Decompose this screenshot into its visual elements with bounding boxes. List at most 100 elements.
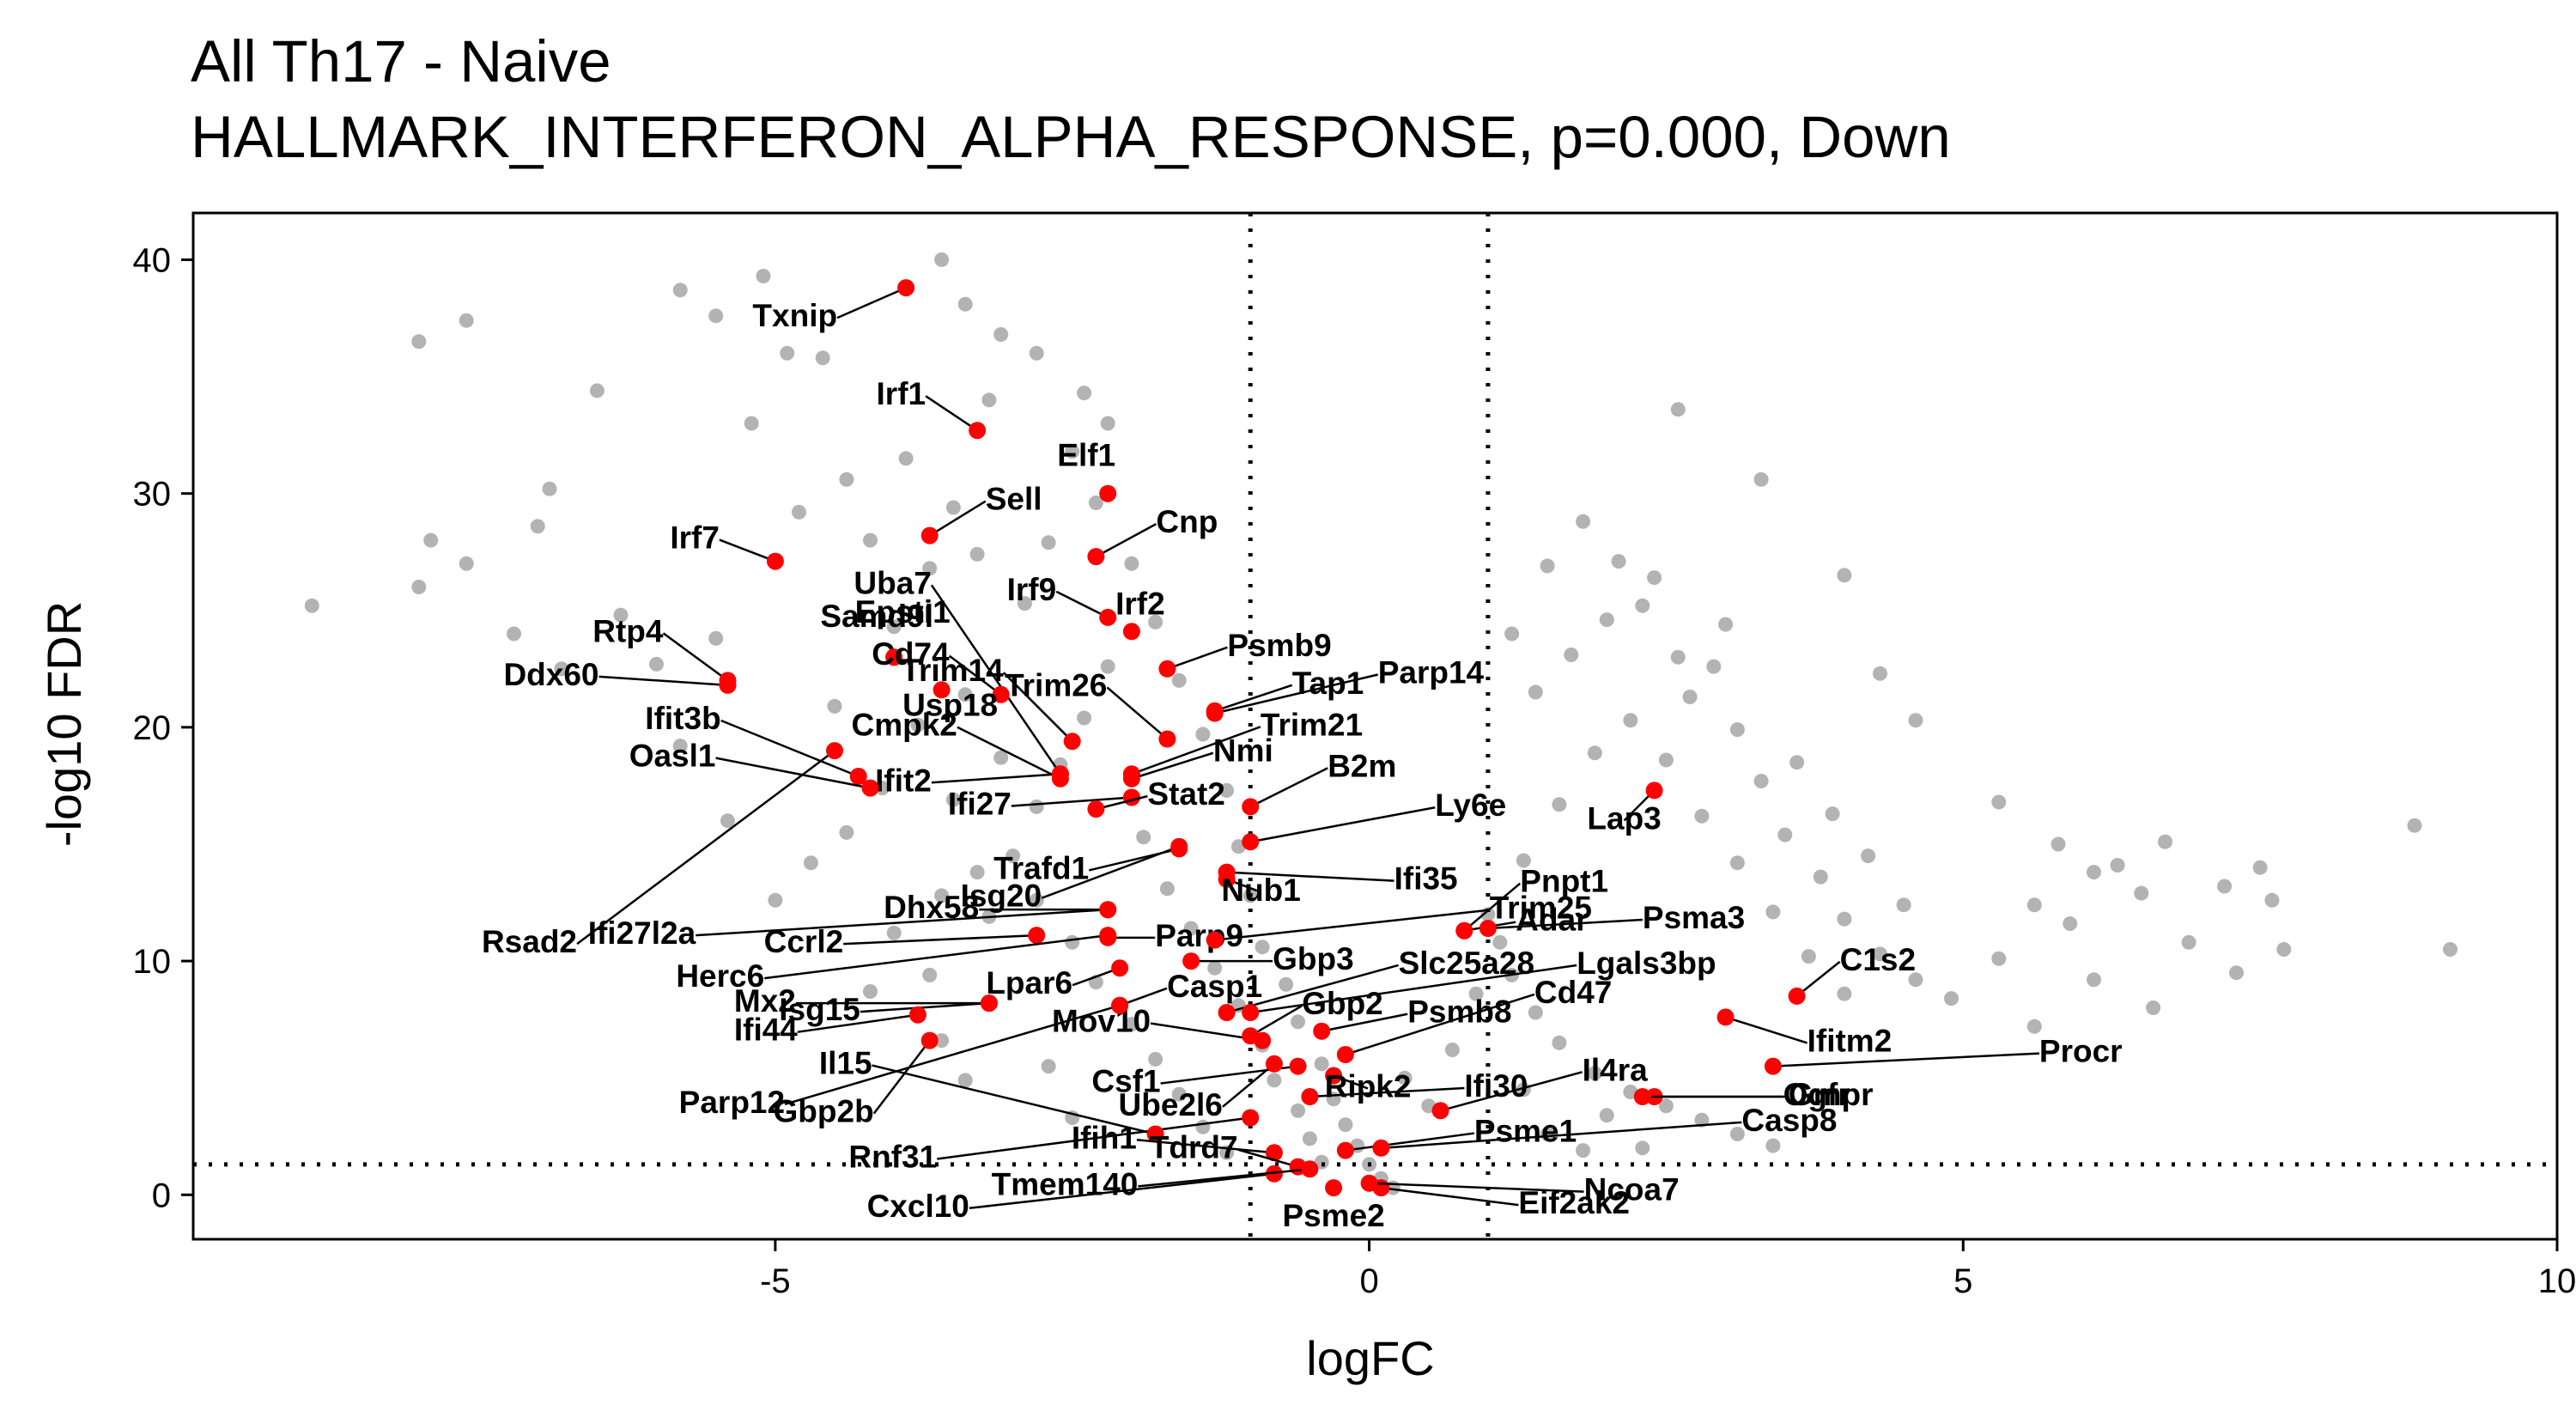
gene-label-herc6: Herc6	[676, 958, 764, 994]
background-point	[1444, 1043, 1460, 1057]
gene-label-irf2: Irf2	[1115, 586, 1165, 621]
gene-label-trim14: Trim14	[901, 653, 1004, 688]
gene-label-casp1: Casp1	[1167, 969, 1262, 1004]
background-point	[672, 739, 688, 754]
background-point	[1029, 345, 1044, 361]
gene-label-pnpt1: Pnpt1	[1520, 864, 1608, 899]
highlight-point-ifit2	[1051, 765, 1069, 783]
highlight-point-ripk2	[1325, 1067, 1343, 1085]
background-point	[1302, 1131, 1317, 1146]
background-point	[1706, 659, 1722, 674]
gene-label-slc25a28: Slc25a28	[1399, 946, 1534, 981]
background-point	[1338, 1117, 1353, 1133]
connector-gbp2b	[872, 1039, 931, 1115]
background-point	[2229, 965, 2244, 981]
gene-label-irf1: Irf1	[877, 376, 927, 411]
highlight-point-ifi44	[908, 1006, 927, 1024]
background-point	[969, 546, 985, 562]
background-point	[589, 383, 605, 398]
background-point	[1729, 855, 1745, 871]
background-point	[1077, 386, 1092, 401]
background-point	[803, 855, 818, 871]
gene-label-ifih1: Ifih1	[1072, 1120, 1137, 1155]
background-point	[1635, 598, 1650, 613]
connector-ifitm2	[1725, 1016, 1807, 1044]
gene-label-lgals3bp: Lgals3bp	[1577, 946, 1716, 981]
gene-label-uba7: Uba7	[854, 565, 931, 600]
gene-label-cmpk2: Cmpk2	[852, 708, 957, 743]
highlight-point-stat2	[1087, 800, 1105, 818]
y-tick-label: 20	[133, 709, 172, 747]
connector-ifih1	[1136, 1139, 1275, 1154]
background-point	[780, 345, 795, 361]
background-point	[934, 252, 950, 267]
gene-label-ifitm2: Ifitm2	[1807, 1023, 1893, 1058]
connector-trim25	[1214, 909, 1490, 941]
highlight-point-psme1	[1336, 1141, 1354, 1159]
background-point	[1777, 827, 1793, 842]
background-point	[1908, 972, 1923, 988]
connector-ube2l6	[1222, 1062, 1275, 1108]
highlight-point-nmi	[1122, 769, 1140, 788]
highlight-point-rsad2	[826, 742, 843, 760]
highlight-point-ccrl2	[1028, 927, 1046, 945]
background-point	[1279, 976, 1294, 992]
background-point	[708, 308, 724, 324]
connector-parp12	[784, 1004, 1121, 1105]
plot-area: Txnip Irf1 Elf1 Sell Cnp Irf7 Samd9l Irf9 Irf2 Ub…	[133, 211, 2576, 1300]
gene-label-cd74: Cd74	[872, 636, 950, 672]
background-point	[957, 687, 973, 702]
background-point	[304, 598, 319, 613]
gene-label-gbp2b: Gbp2b	[774, 1094, 874, 1129]
connector-cxcl10	[969, 1172, 1275, 1210]
connector-txnip	[836, 286, 907, 319]
background-point	[1159, 881, 1175, 897]
highlight-point-psme2	[1325, 1179, 1343, 1197]
background-point	[613, 607, 629, 623]
gene-label-il15: Il15	[819, 1046, 872, 1081]
highlight-point-casp8	[1372, 1139, 1390, 1157]
background-point	[1873, 666, 1887, 681]
gene-label-tdrd7: Tdrd7	[1150, 1130, 1238, 1165]
highlight-point-trim26	[1158, 730, 1176, 748]
background-point	[2252, 860, 2268, 875]
background-point	[1492, 934, 1508, 950]
chart-subtitle: HALLMARK_INTERFERON_ALPHA_RESPONSE, p=0.…	[191, 104, 1951, 170]
background-point	[1944, 991, 1959, 1006]
background-point	[1873, 946, 1887, 962]
highlight-point-lgals3bp	[1242, 1004, 1260, 1021]
background-point	[2276, 942, 2292, 957]
background-point	[1207, 960, 1223, 976]
background-point	[720, 813, 735, 829]
background-point	[1136, 830, 1151, 845]
background-point	[898, 451, 914, 466]
background-point	[1658, 1098, 1674, 1114]
highlight-point-gbp2b	[920, 1031, 939, 1049]
background-point	[1552, 797, 1567, 812]
connector-ly6e	[1250, 806, 1436, 843]
highlight-point-lap3	[1645, 781, 1663, 800]
background-point	[1765, 904, 1781, 920]
background-point	[2063, 916, 2078, 931]
connector-il15	[872, 1064, 1156, 1135]
connector-pnpt1	[1463, 882, 1522, 932]
gene-label-isg20: Isg20	[961, 879, 1042, 914]
background-point	[1029, 799, 1044, 814]
highlight-point-gbp2	[1242, 1027, 1260, 1045]
gene-label-sell: Sell	[986, 482, 1042, 517]
highlight-point-adar	[1455, 921, 1473, 940]
background-point	[1468, 986, 1484, 1001]
connector-parp14	[1214, 673, 1379, 715]
background-point	[2158, 834, 2172, 849]
highlight-point-ly6e	[1242, 833, 1260, 851]
connector-ifit2	[931, 773, 1060, 784]
background-point	[1682, 690, 1698, 704]
connector-slc25a28	[1226, 964, 1399, 1014]
background-point	[1267, 1073, 1282, 1088]
connector-ifit3b	[720, 719, 860, 778]
background-point	[768, 892, 783, 908]
gene-label-parp12: Parp12	[679, 1085, 785, 1120]
background-point	[1077, 710, 1092, 726]
highlight-point-psma3	[1479, 920, 1497, 937]
